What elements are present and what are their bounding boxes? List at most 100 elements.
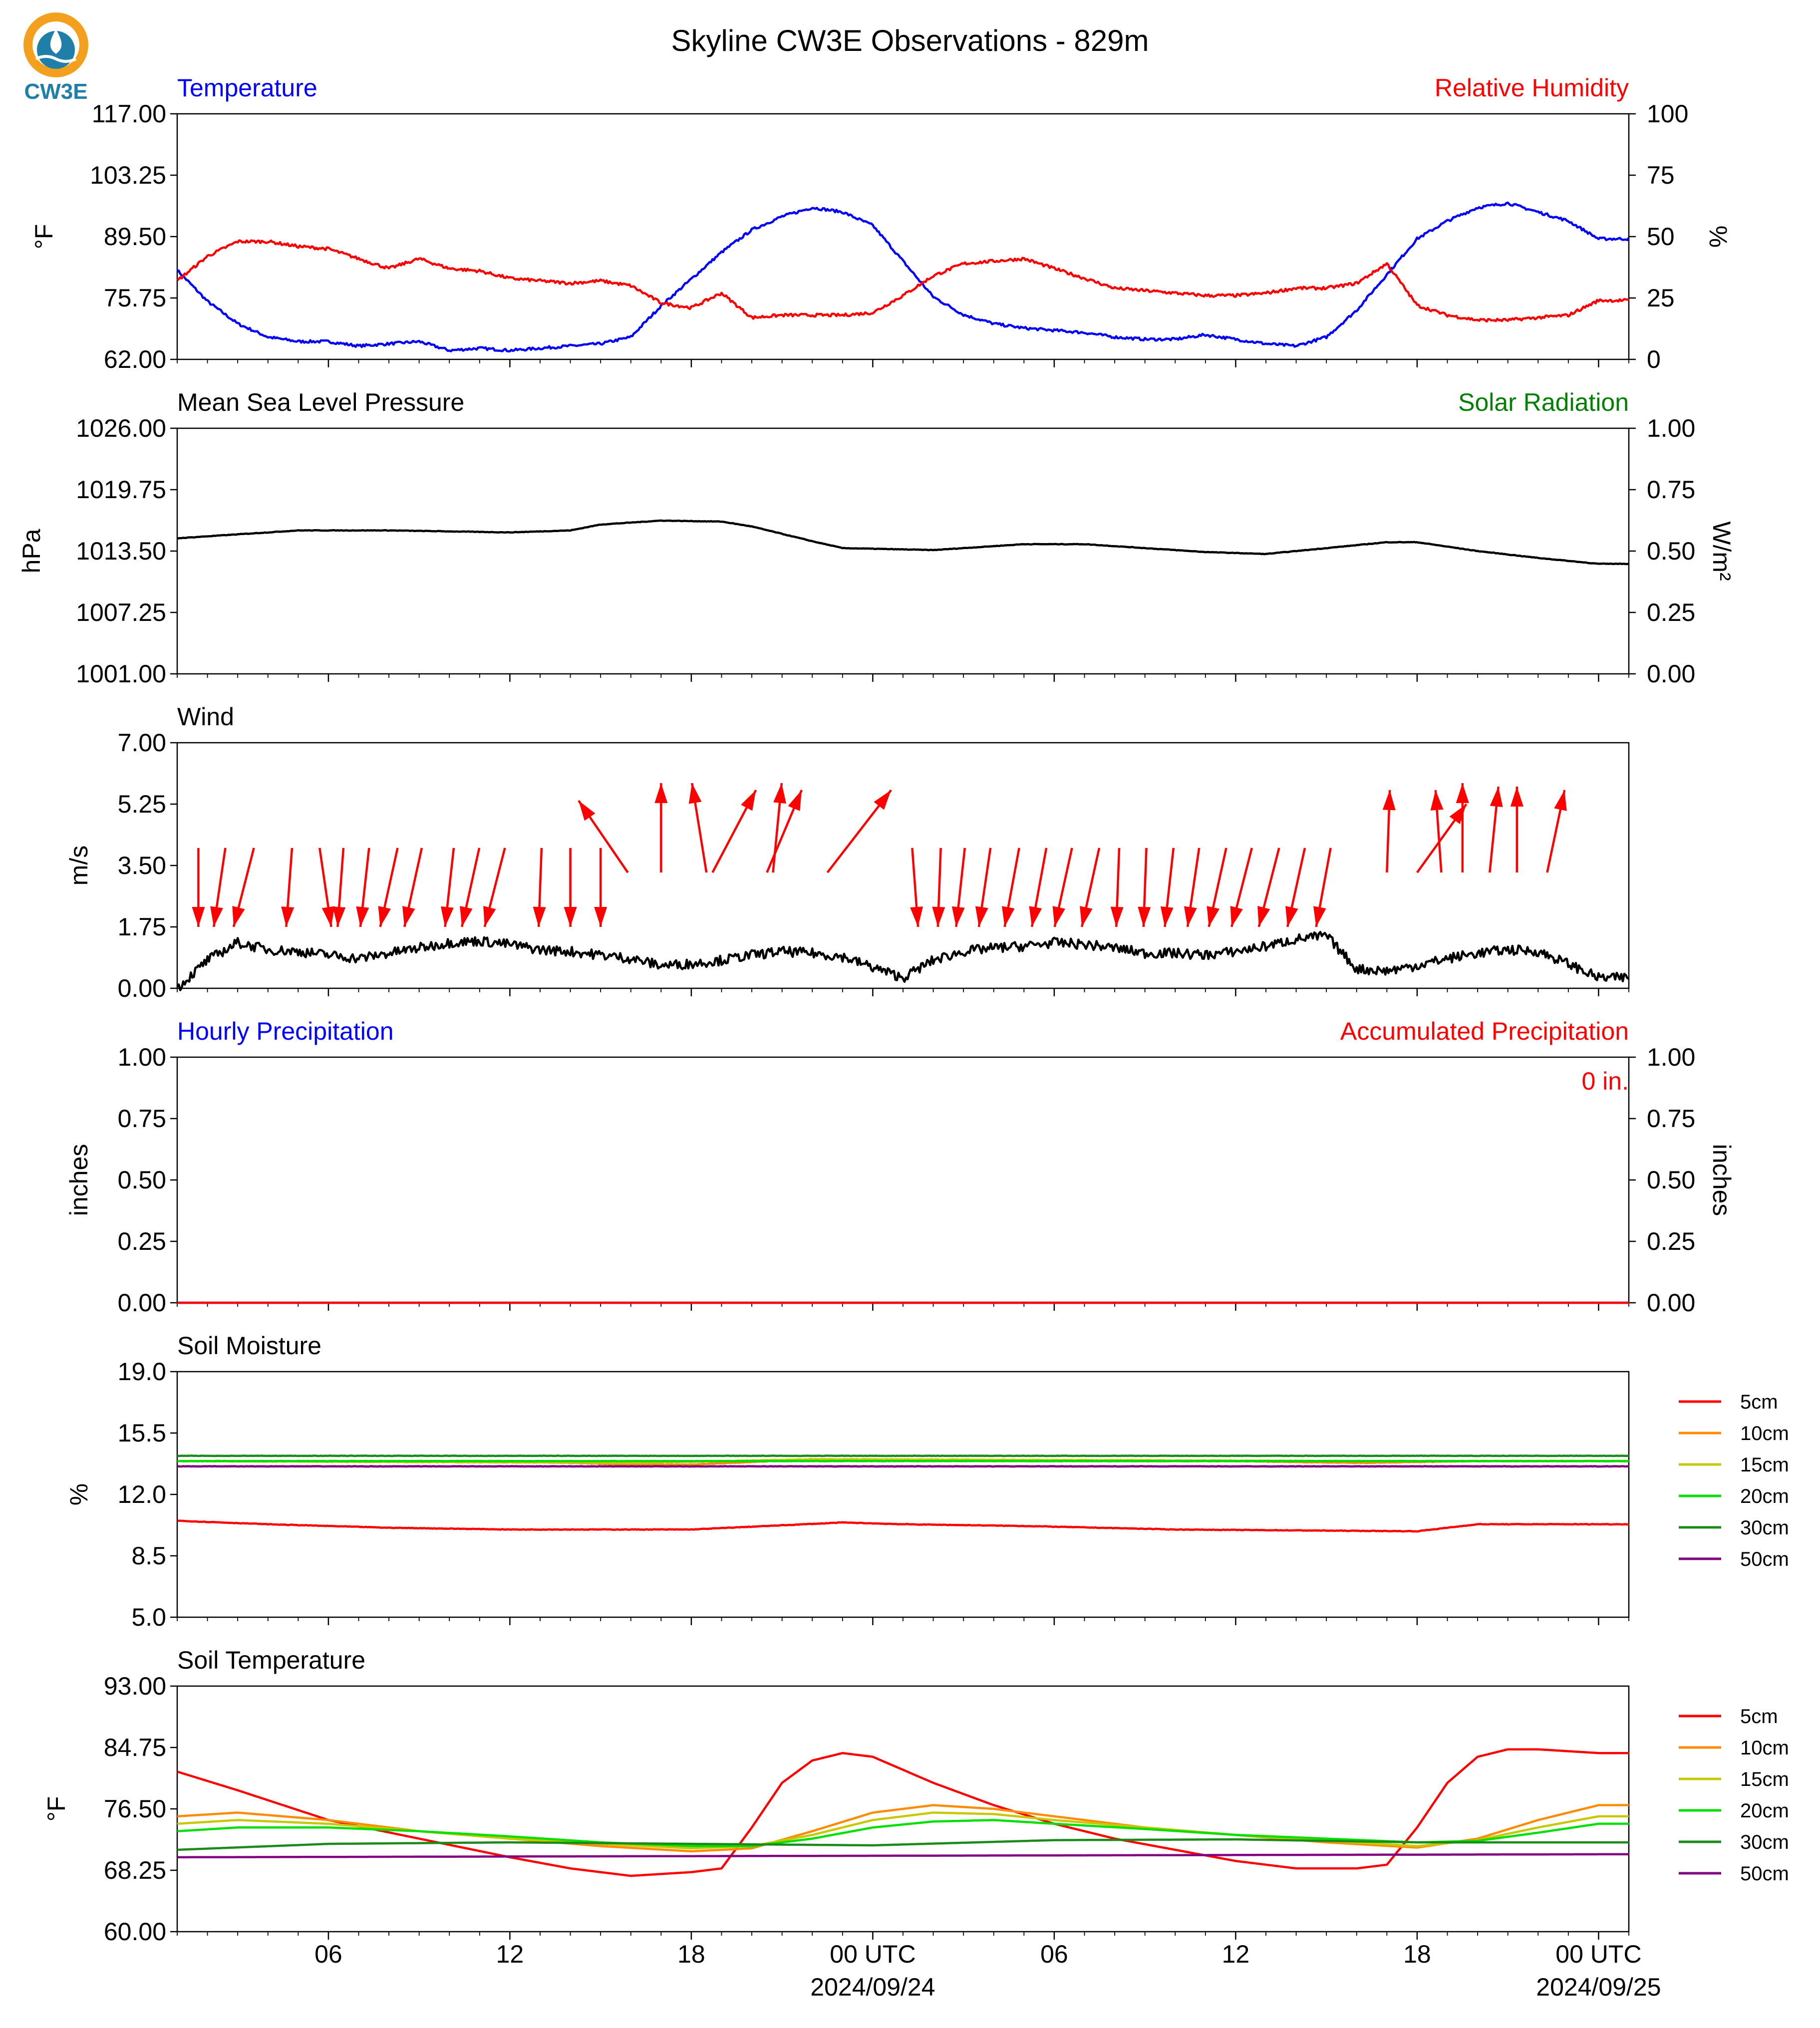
wind-arrow-head [533,906,546,927]
wind-arrow-head [1029,906,1042,927]
wind-arrow-head [688,783,702,804]
wind-arrow-head [1052,906,1065,927]
wind-arrow-head [1382,790,1396,811]
x-axis-tick-labels: 06 12 18 00 UTC 2024/09/24 06 12 18 00 UTC 2024/0… [314,1940,1661,2001]
y-tick-label: 0.00 [118,974,166,1002]
wind-arrow-head [378,906,391,927]
legend-label: 50cm [1740,1863,1789,1885]
legend-label: 50cm [1740,1548,1789,1570]
y-tick-label: 5.25 [118,790,166,818]
plot-frame [176,1056,1630,1304]
y-right-tick-label: 0.75 [1647,476,1695,504]
temp-ylabel: °F [30,224,58,250]
y-right-tick-label: 100 [1647,100,1688,128]
pressure-panel-title: Mean Sea Level Pressure [177,388,464,416]
y-tick-label: 0.75 [118,1105,166,1133]
legend-label: 10cm [1740,1737,1789,1759]
pressure-plot: 1001.00 1007.25 1013.50 1019.75 1026.00 0.00 0… [76,414,1695,688]
series-line-relative-humidity [176,239,1629,323]
precip-plot: 0.00 0.25 0.50 0.75 1.00 0.00 0.25 0.50 0.75 1.00 [118,1043,1696,1317]
series-line-50cm [177,1853,1629,1859]
precip-ylabel-left: inches [65,1144,93,1216]
series-line-5cm [177,1748,1629,1877]
wind-arrow-head [1456,783,1469,803]
wind-arrow-head [1449,804,1467,825]
y-tick-label: 76.50 [104,1795,166,1823]
wind-arrow-head [932,906,945,927]
wind-arrow-head [1184,906,1197,927]
precip-ylabel-right: inches [1708,1144,1736,1216]
logo-text: CW3E [24,79,87,104]
y-tick-label: 60.00 [104,1918,166,1946]
temp-rh-plot: 62.00 75.75 89.50 103.25 117.00 0 25 50 75 100 [90,100,1688,373]
wind-arrow-head [910,906,923,927]
legend-label: 30cm [1740,1517,1789,1539]
pressure-panel: Mean Sea Level Pressure Solar Radiation … [17,388,1736,688]
wind-arrow-head [741,790,756,811]
y-tick-label: 3.50 [118,852,166,879]
legend-label: 20cm [1740,1485,1789,1507]
y-tick-label: 1.00 [118,1043,166,1071]
precip-panel: Hourly Precipitation Accumulated Precipi… [65,1017,1736,1317]
y-right-tick-label: 0.25 [1647,598,1695,626]
x-date-label: 2024/09/25 [1536,1973,1661,2001]
soil-moisture-ylabel: % [65,1483,93,1505]
wind-arrow-head [460,906,473,927]
legend-label: 15cm [1740,1768,1789,1790]
wind-arrow-head [402,906,415,927]
wind-arrow-head [1110,906,1124,927]
y-right-tick-label: 75 [1647,161,1675,189]
wind-arrow-head [441,906,454,927]
y-tick-label: 0.00 [118,1289,166,1317]
soil-temp-legend: 5cm 10cm 15cm 20cm 30cm 50cm [1679,1706,1789,1885]
wind-arrow-head [1490,786,1503,807]
soil-temp-plot: 60.00 68.25 76.50 84.75 93.00 [104,1672,1630,1946]
y-right-tick-label: 1.00 [1647,414,1695,442]
y-right-tick-label: 1.00 [1647,1043,1695,1071]
y-right-tick-label: 0 [1647,345,1661,373]
y-right-tick-label: 50 [1647,223,1675,251]
legend-label: 20cm [1740,1800,1789,1822]
chart-title: Skyline CW3E Observations - 829m [671,24,1149,57]
y-tick-label: 62.00 [104,345,166,373]
wind-arrow-head [1430,790,1444,811]
legend-label: 15cm [1740,1454,1789,1476]
y-tick-label: 68.25 [104,1856,166,1884]
wind-arrow-head [773,783,786,804]
x-tick-label: 18 [677,1940,705,1968]
legend-label: 10cm [1740,1423,1789,1445]
wind-arrow-head [1285,906,1298,927]
soil-temp-title: Soil Temperature [177,1646,365,1674]
wind-arrow-head [192,907,205,927]
wind-arrow-head [874,790,892,810]
cw3e-logo: CW3E [23,12,88,104]
y-tick-label: 8.5 [131,1542,166,1570]
soil-temp-panel: Soil Temperature °F 60.00 68.25 76.50 84.75… [42,1646,1789,2001]
wind-panel: Wind m/s 0.00 1.75 3.50 5.25 7.00 [65,703,1630,1002]
wind-arrow-head [564,907,577,927]
y-tick-label: 1013.50 [76,537,166,565]
y-right-tick-label: 0.00 [1647,660,1695,688]
hourly-precip-title: Hourly Precipitation [177,1017,394,1045]
x-tick-label: 12 [1222,1940,1250,1968]
wind-arrow-head [1080,906,1093,927]
wind-arrow-head [1160,906,1174,927]
accum-precip-title: Accumulated Precipitation [1340,1017,1629,1045]
logo-drop-icon [50,29,62,54]
solar-ylabel: W/m² [1708,521,1736,580]
temp-rh-panel: Temperature Relative Humidity °F % 62.00… [30,74,1732,373]
y-tick-label: 1.75 [118,913,166,941]
pressure-ylabel: hPa [17,529,45,573]
wind-arrow-head [654,783,668,803]
y-tick-label: 1026.00 [76,414,166,442]
wind-arrow-head [1510,786,1523,807]
temp-panel-title: Temperature [177,74,317,102]
wind-arrow-head [951,906,965,927]
y-tick-label: 15.5 [118,1419,166,1447]
legend-label: 30cm [1740,1831,1789,1853]
series-line-mean-sea-level-pressure [177,519,1629,566]
y-tick-label: 12.0 [118,1480,166,1508]
wind-arrow-head [1207,906,1219,927]
y-tick-label: 75.75 [104,284,166,312]
plot-frame [176,113,1630,360]
